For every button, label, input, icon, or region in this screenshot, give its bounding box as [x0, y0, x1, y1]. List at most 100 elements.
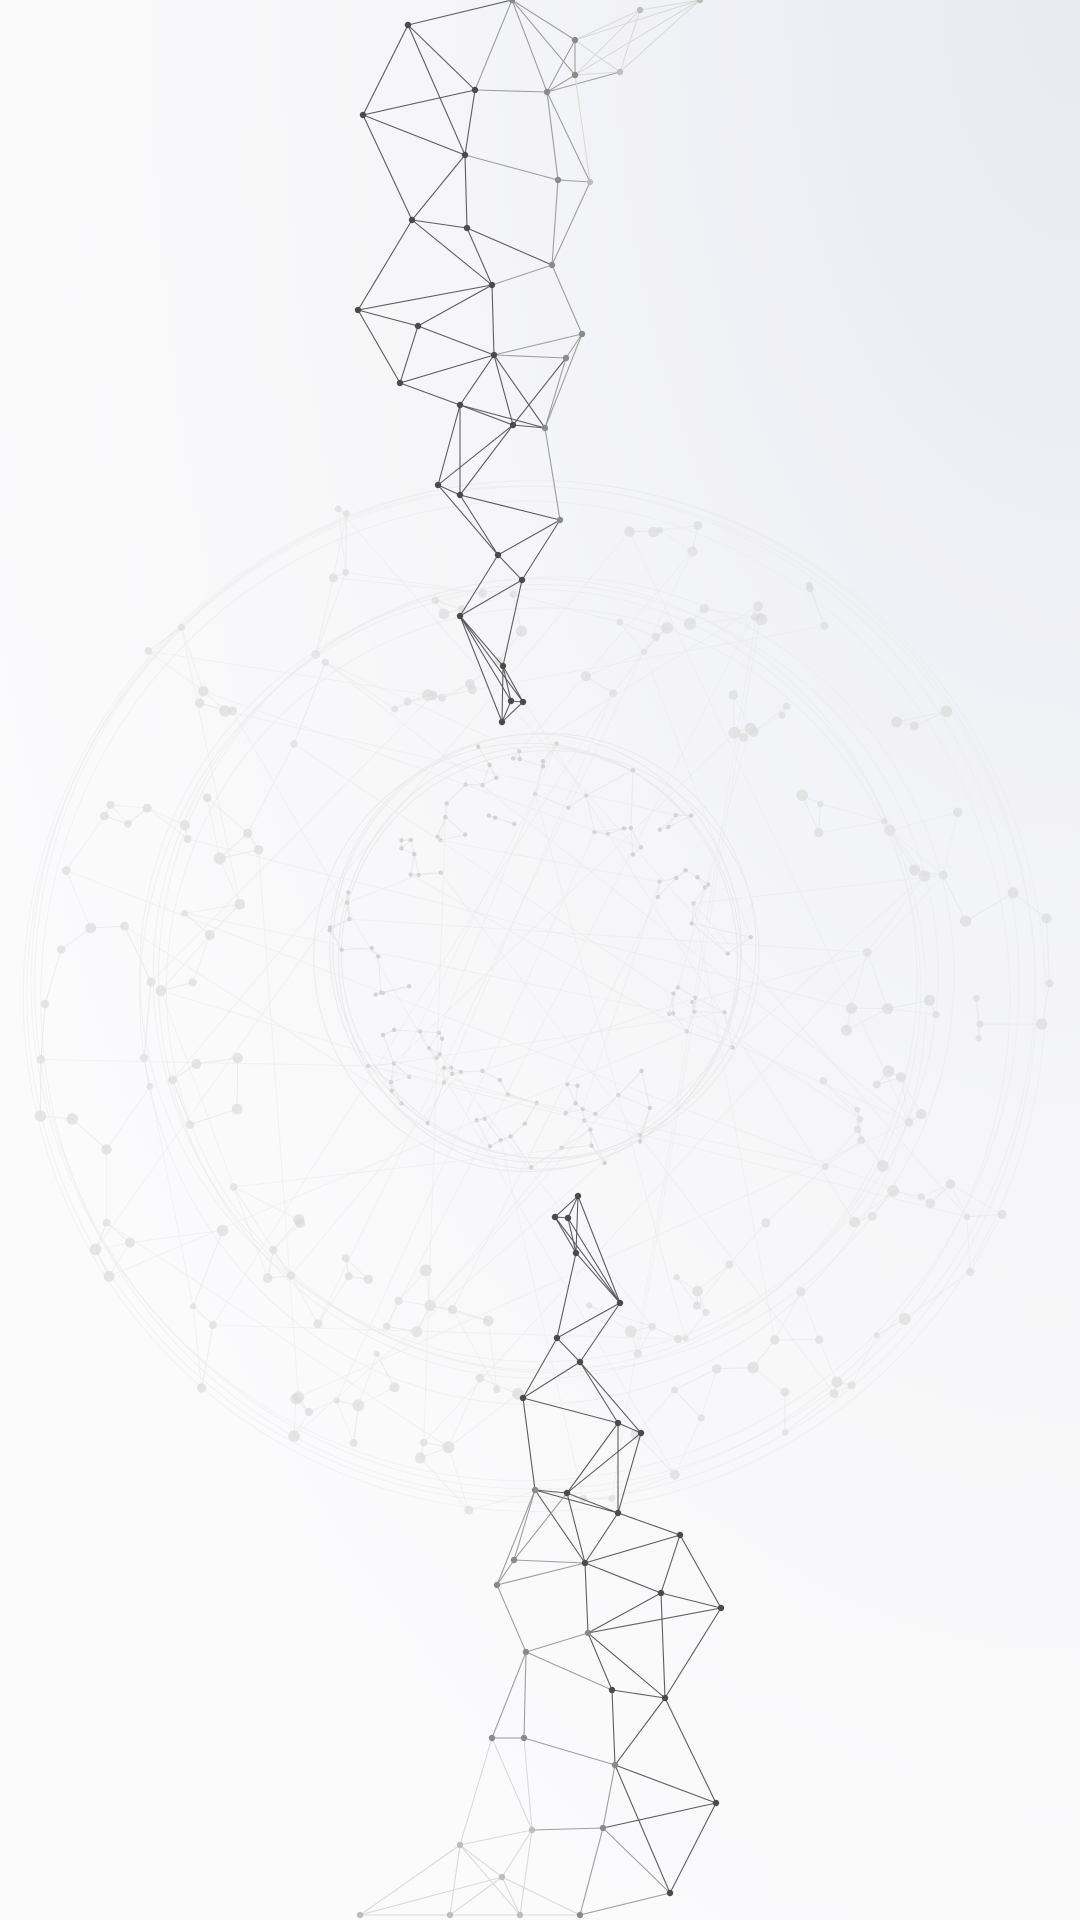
sphere-node [697, 1414, 705, 1422]
sphere-edge [976, 998, 981, 1025]
sphere-edge [635, 1389, 675, 1435]
mesh-node [543, 88, 551, 96]
sphere-node [945, 1179, 956, 1189]
sphere-edge [694, 1011, 725, 1013]
sphere-node [857, 1136, 866, 1145]
mesh-edge [575, 1195, 579, 1254]
mesh-edge [464, 154, 559, 181]
sphere-edge [44, 949, 62, 1005]
sphere-edge [866, 952, 889, 1009]
sphere-node [674, 875, 679, 881]
mesh-edge [587, 1632, 613, 1691]
sphere-node [854, 1106, 861, 1113]
sphere-edge [317, 551, 693, 1325]
sphere-node [959, 915, 972, 927]
sphere-edge [628, 531, 910, 1123]
sphere-edge [377, 956, 382, 993]
sphere-edge [419, 1457, 470, 1511]
mesh-node [356, 1911, 364, 1919]
sphere-edge [784, 1393, 835, 1433]
sphere-edge [887, 999, 930, 1010]
sphere-edge [800, 1291, 820, 1340]
mesh-edge [574, 74, 591, 183]
sphere-node [380, 1032, 386, 1038]
sphere-edge [272, 1249, 292, 1276]
sphere-edge [233, 1145, 592, 1188]
mesh-edge [556, 1302, 621, 1339]
mesh-edge [546, 39, 576, 93]
mesh-edge [362, 24, 409, 116]
sphere-node [412, 852, 417, 857]
mesh-edge [411, 154, 466, 221]
sphere-node [231, 1103, 243, 1115]
sphere-node [34, 1110, 47, 1122]
sphere-node [482, 1315, 494, 1327]
sphere-edge [914, 710, 947, 727]
mesh-edge [617, 1432, 642, 1514]
sphere-node [1007, 887, 1019, 899]
sphere-edge [452, 1309, 498, 1390]
sphere-node [917, 1193, 925, 1201]
sphere-node [515, 625, 527, 637]
sphere-edge [429, 1120, 585, 1306]
sphere-node [924, 994, 936, 1006]
mesh-edge [501, 700, 512, 723]
sphere-node [347, 916, 352, 922]
sphere-edge [110, 804, 148, 809]
sphere-edge [966, 1213, 1003, 1218]
sphere-edge [818, 1339, 838, 1383]
sphere-edge [637, 616, 761, 1354]
mesh-edge [501, 1829, 533, 1878]
sphere-node [101, 1144, 112, 1155]
sphere-edge [181, 627, 241, 905]
mesh-edge [519, 1829, 533, 1916]
sphere-edge [487, 1320, 498, 1390]
sphere-edge [611, 1474, 675, 1499]
sphere-edge [160, 990, 566, 1114]
sphere-node [647, 1105, 653, 1111]
sphere-node [85, 922, 97, 934]
sphere-edge [423, 817, 446, 1443]
sphere-edge [413, 854, 420, 876]
mesh-edge [399, 325, 419, 384]
mesh-edge [679, 1534, 722, 1609]
mesh-edge [459, 494, 499, 556]
mesh-edge [459, 1844, 503, 1878]
mesh-edge [459, 615, 503, 723]
sphere-edge [345, 1257, 369, 1280]
sphere-edge [336, 1400, 355, 1444]
sphere-edge [481, 764, 491, 786]
sphere-edge [685, 869, 698, 878]
sphere-node [909, 721, 919, 731]
sphere-edge [293, 875, 925, 1437]
sphere-edge [530, 1147, 562, 1168]
sphere-node [408, 872, 413, 877]
sphere-node [621, 826, 627, 831]
sphere-edge [410, 872, 441, 876]
sphere-edge [439, 1038, 443, 1055]
sphere-node [739, 732, 749, 742]
sphere-edge [889, 829, 944, 876]
mesh-node [584, 1629, 592, 1637]
sphere-node [651, 632, 660, 641]
sphere-node [782, 702, 791, 710]
sphere-edge [808, 585, 825, 627]
sphere-node [431, 596, 440, 605]
sphere-node [586, 1302, 593, 1309]
sphere-node [975, 1035, 982, 1042]
sphere-node [373, 992, 378, 997]
sphere-edge [192, 1230, 224, 1307]
sphere-edge [368, 1065, 826, 1168]
sphere-edge [565, 1102, 576, 1114]
sphere-edge [146, 807, 188, 840]
sphere-node [464, 1505, 474, 1515]
sphere-edge [668, 993, 674, 1014]
sphere-edge [329, 918, 350, 928]
mesh-edge [513, 1489, 536, 1561]
mesh-edge [357, 284, 493, 311]
sphere-edge [611, 606, 759, 1499]
sphere-edge [447, 1447, 470, 1511]
sphere-node [467, 684, 477, 695]
sphere-edge [410, 839, 415, 855]
sphere-edge [1012, 892, 1047, 919]
